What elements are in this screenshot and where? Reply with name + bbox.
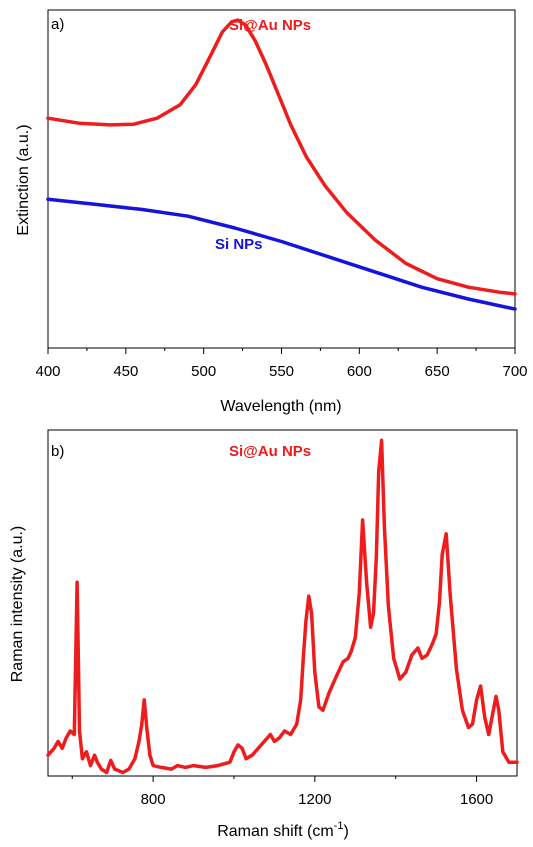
- x-tick-label: 700: [502, 363, 527, 380]
- panel-b-x-axis-title-main: Raman shift (cm: [217, 823, 333, 840]
- x-tick-label: 650: [425, 363, 450, 380]
- x-tick-label: 400: [35, 363, 60, 380]
- panel-b-series: [46, 438, 519, 775]
- panel-a-y-axis-title: Extinction (a.u.): [15, 124, 32, 235]
- series-line-si-au-nps: [46, 18, 517, 296]
- panel-b-x-axis-title: Raman shift (cm-1): [217, 820, 349, 840]
- si-au-annotation-a: Si@Au NPs: [229, 17, 311, 34]
- x-tick-label: 1600: [460, 791, 493, 808]
- panel-b-x-axis-title-sup: -1: [334, 820, 344, 832]
- panel-a-frame: [47, 9, 516, 349]
- panel-b: b) Si@Au NPs 800 1200 1600 Raman shift (cm…: [9, 429, 519, 840]
- panel-b-label: b): [51, 443, 64, 460]
- si-annotation-a: Si NPs: [215, 236, 263, 253]
- x-tick-label: 450: [113, 363, 138, 380]
- x-tick-label: 800: [141, 791, 166, 808]
- panel-b-y-axis-title: Raman intensity (a.u.): [9, 526, 26, 683]
- panel-b-x-ticks: 800 1200 1600: [71, 776, 493, 808]
- si-au-annotation-b: Si@Au NPs: [229, 443, 311, 460]
- panel-a-label: a): [51, 16, 64, 33]
- x-tick-label: 550: [269, 363, 294, 380]
- panel-b-frame: [47, 429, 518, 777]
- x-tick-label: 500: [191, 363, 216, 380]
- series-line-si-nps: [46, 197, 517, 311]
- panel-a-series: [46, 18, 517, 311]
- panel-a-x-axis-title: Wavelength (nm): [220, 398, 341, 415]
- series-line-si-au-nps: [46, 438, 519, 775]
- panel-a-x-ticks: 400 450 500 550 600 650 700: [35, 348, 528, 380]
- panel-a: a) Si@Au NPs Si NPs 400 450 500 550 600 650 70…: [15, 9, 528, 415]
- panel-b-x-axis-title-end: ): [343, 823, 348, 840]
- x-tick-label: 600: [347, 363, 372, 380]
- x-tick-label: 1200: [298, 791, 331, 808]
